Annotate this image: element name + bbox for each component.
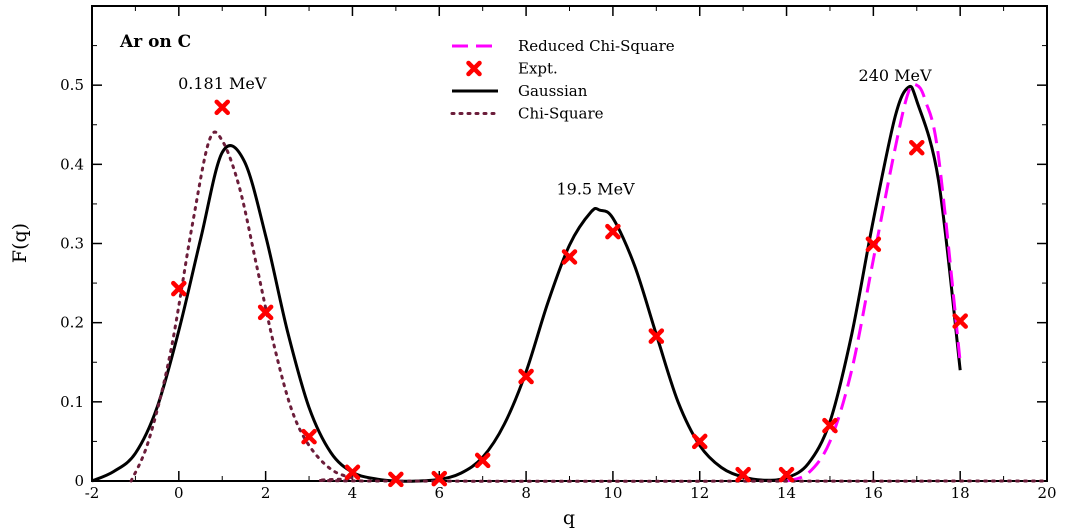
curves-layer	[91, 82, 1049, 483]
y-tick-label: 0.3	[60, 235, 84, 253]
reduced-chi-square-curve	[786, 82, 962, 483]
legend-label: Gaussian	[518, 82, 588, 100]
y-tick-label: 0.2	[60, 314, 84, 332]
legend-entry: Expt.	[466, 60, 558, 78]
legend-swatch-marker	[466, 60, 482, 77]
x-tick-label: 2	[261, 484, 271, 502]
x-tick-label: 6	[434, 484, 444, 502]
markers-layer	[171, 99, 968, 488]
expt-point	[909, 139, 925, 156]
expt-point	[778, 466, 795, 483]
y-tick-label: 0.5	[60, 76, 84, 94]
expt-point	[561, 249, 578, 265]
x-axis-label: q	[563, 507, 575, 529]
x-tick-label: 4	[348, 484, 358, 502]
x-tick-label: 12	[690, 484, 709, 502]
legend-label: Expt.	[518, 60, 558, 78]
expt-point	[257, 304, 274, 321]
expt-point	[952, 313, 968, 329]
y-tick-label: 0	[74, 472, 84, 490]
y-axis-label: F(q)	[9, 223, 31, 263]
expt-point	[518, 368, 534, 385]
expt-point	[691, 433, 708, 450]
y-tick-label: 0.1	[60, 393, 84, 411]
expt-point	[605, 223, 621, 240]
x-tick-label: 20	[1037, 484, 1056, 502]
expt-point	[301, 428, 317, 445]
x-tick-label: 10	[603, 484, 622, 502]
legend-label: Reduced Chi-Square	[518, 37, 675, 55]
expt-point	[474, 452, 491, 469]
expt-point	[388, 471, 404, 488]
legend-label: Chi-Square	[518, 105, 604, 123]
legend-entry: Gaussian	[452, 82, 588, 100]
legend-entry: Chi-Square	[450, 105, 604, 123]
x-tick-label: 14	[777, 484, 796, 502]
legend: Reduced Chi-Square Expt. Gaussian Chi-Squar…	[450, 37, 675, 123]
y-tick-label: 0.4	[60, 155, 84, 173]
peak-annotation: 19.5 MeV	[556, 179, 635, 198]
expt-point	[344, 464, 361, 481]
expt-point	[648, 328, 665, 344]
expt-point	[865, 236, 882, 253]
annotation-layer: 0.181 MeV 19.5 MeV 240 MeV	[178, 66, 932, 198]
x-tick-label: 0	[174, 484, 184, 502]
expt-point	[171, 280, 187, 297]
expt-point	[214, 99, 230, 116]
peak-annotation: 0.181 MeV	[178, 74, 267, 93]
gaussian-curve	[91, 84, 962, 483]
x-tick-label: 8	[521, 484, 531, 502]
legend-entry: Reduced Chi-Square	[452, 37, 675, 55]
expt-point	[735, 466, 751, 483]
chart-title: Ar on C	[119, 32, 191, 52]
x-tick-label: 16	[864, 484, 883, 502]
expt-point	[822, 417, 838, 434]
x-tick-label: 18	[951, 484, 970, 502]
peak-annotation: 240 MeV	[859, 66, 932, 85]
x-tick-label: -2	[85, 484, 100, 502]
expt-point	[431, 470, 448, 487]
